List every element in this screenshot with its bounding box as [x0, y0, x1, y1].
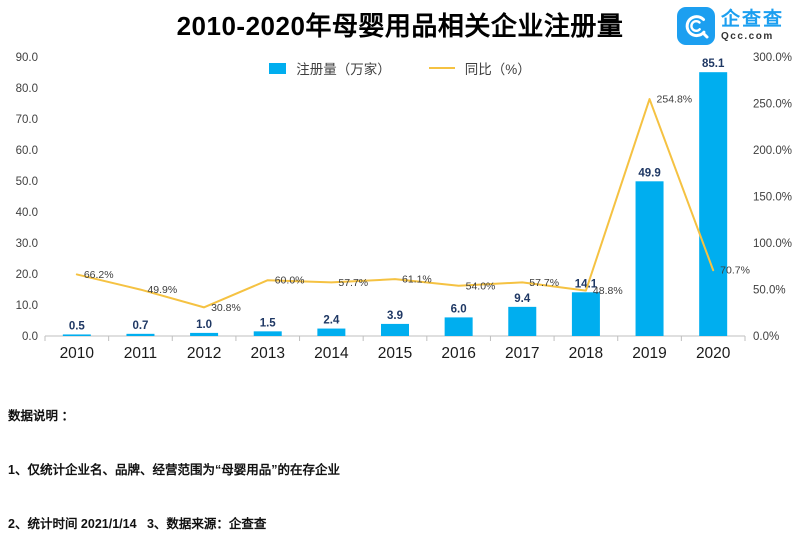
legend-bar-label: 注册量（万家） — [296, 62, 391, 77]
bar — [571, 292, 600, 336]
left-axis-tick-label: 10.0 — [16, 300, 38, 312]
left-axis-tick-label: 40.0 — [16, 207, 38, 219]
line-point-label: 254.8% — [657, 94, 693, 106]
bar-value-label: 1.5 — [260, 317, 277, 329]
chart-canvas: 0.0 10.0 20.0 30.0 40.0 50.0 60.0 70.0 80.0 90.0 0… — [16, 52, 792, 362]
left-axis-tick-label: 90.0 — [16, 52, 38, 64]
data-notes-line2: 1、仅统计企业名、品牌、经营范围为“母婴用品”的在存企业 — [8, 463, 340, 477]
bar-value-label: 1.0 — [196, 319, 212, 331]
x-axis-category-label: 2011 — [124, 345, 157, 362]
right-axis-tick-label: 200.0% — [753, 145, 792, 157]
line-point-label: 54.0% — [466, 280, 496, 292]
line-point-label: 57.7% — [529, 277, 559, 289]
bar — [190, 332, 219, 336]
data-notes-line3: 2、统计时间 2021/1/14 3、数据来源：企查查 — [8, 517, 267, 531]
line-point-label: 66.2% — [84, 269, 114, 281]
line-point-label: 30.8% — [211, 302, 241, 314]
bar-value-label: 2.4 — [323, 315, 340, 327]
yoy-line — [75, 98, 715, 309]
bar-value-label: 85.1 — [702, 58, 725, 70]
bar-value-label: 0.7 — [132, 320, 148, 332]
logo-domain-text: Qcc.com — [720, 31, 774, 42]
left-axis-tick-label: 20.0 — [16, 269, 38, 281]
bar — [317, 328, 346, 336]
x-axis-category-label: 2012 — [187, 345, 221, 362]
left-axis-tick-label: 0.0 — [22, 331, 38, 343]
bar-value-label: 0.5 — [69, 320, 86, 332]
x-axis-category-label: 2016 — [441, 345, 475, 362]
bar — [635, 181, 664, 336]
line-point-label: 61.1% — [402, 274, 432, 286]
page-title: 2010-2020年母婴用品相关企业注册量 — [176, 11, 624, 41]
x-axis-category-label: 2013 — [250, 345, 284, 362]
right-axis-tick-label: 0.0% — [753, 331, 779, 343]
logo-brand-text: 企查查 — [720, 9, 784, 30]
bar-value-label: 49.9 — [638, 167, 660, 179]
bar-value-label: 9.4 — [514, 293, 531, 305]
x-axis-category-label: 2020 — [696, 345, 731, 362]
bar — [381, 323, 409, 336]
line-point-label: 70.7% — [720, 265, 750, 277]
x-axis-category-label: 2019 — [632, 345, 666, 362]
right-axis-tick-label: 100.0% — [753, 238, 792, 250]
bar-value-label: 3.9 — [387, 310, 403, 322]
left-axis-tick-label: 60.0 — [16, 145, 38, 157]
bar — [62, 334, 91, 336]
line-point-label: 60.0% — [275, 275, 305, 287]
line-point-label: 57.7% — [338, 277, 368, 289]
x-axis-category-label: 2010 — [60, 345, 95, 362]
legend-line-swatch — [428, 67, 455, 69]
data-notes-heading: 数据说明 ： — [8, 409, 74, 423]
qcc-logo: 企查查 Qcc.com — [676, 7, 784, 45]
bar — [126, 333, 155, 336]
x-axis-category-label: 2018 — [569, 345, 603, 362]
x-axis-category-label: 2015 — [378, 345, 412, 362]
bar-value-label: 6.0 — [451, 303, 467, 315]
right-axis-tick-label: 150.0% — [753, 192, 792, 204]
line-point-label: 48.8% — [593, 285, 623, 297]
bar-value-label: 14.1 — [575, 278, 598, 290]
left-axis-tick-label: 30.0 — [16, 238, 38, 250]
bar — [444, 317, 473, 336]
chart-legend: 注册量（万家） 同比（%） — [0, 58, 800, 78]
x-axis-category-label: 2017 — [505, 345, 539, 362]
bar — [253, 331, 282, 336]
data-notes: 数据说明 ： 1、仅统计企业名、品牌、经营范围为“母婴用品”的在存企业 2、统计… — [8, 371, 340, 551]
x-axis-category-label: 2014 — [314, 345, 349, 362]
legend-line-label: 同比（%） — [464, 62, 531, 77]
bar — [508, 306, 537, 336]
left-axis-tick-label: 50.0 — [16, 176, 38, 188]
right-axis-tick-label: 50.0% — [753, 285, 786, 297]
right-axis-tick-label: 250.0% — [753, 99, 792, 111]
left-axis-tick-label: 80.0 — [16, 83, 38, 95]
bar — [699, 72, 728, 336]
line-point-label: 49.9% — [147, 284, 177, 296]
legend-bar-swatch — [269, 62, 287, 74]
left-axis-tick-label: 70.0 — [16, 114, 38, 126]
qcc-logo-icon — [676, 7, 715, 45]
right-axis-tick-label: 300.0% — [753, 52, 792, 64]
